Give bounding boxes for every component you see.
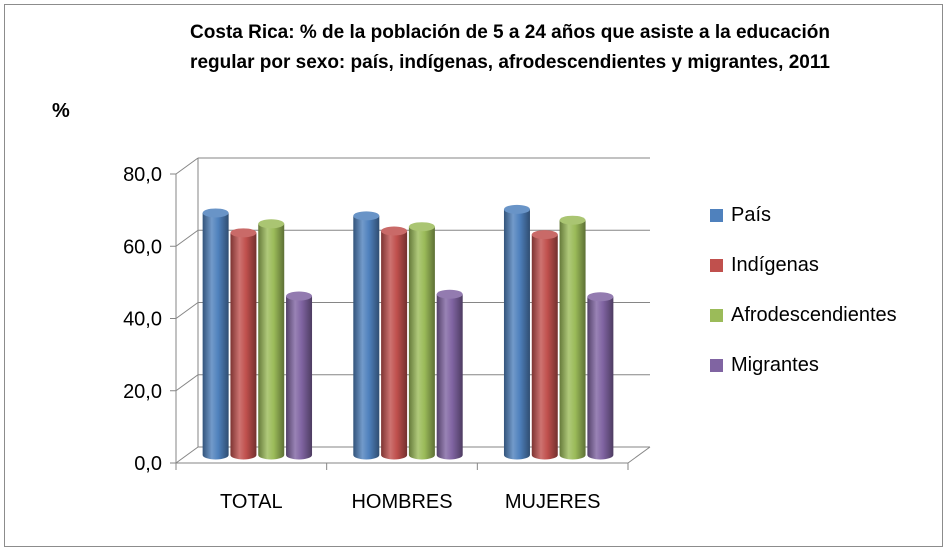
legend-swatch xyxy=(710,308,723,322)
gridline-depth xyxy=(175,229,199,247)
legend: País Indígenas Afrodescendientes Migrantes xyxy=(710,190,897,390)
legend-swatch xyxy=(710,258,723,272)
bar-top xyxy=(202,208,229,218)
y-tick-label: 20,0 xyxy=(123,381,162,403)
bar-top xyxy=(531,230,558,240)
gridline-depth xyxy=(175,302,199,319)
bar xyxy=(286,296,313,460)
bar xyxy=(230,232,257,460)
bar xyxy=(559,220,586,460)
bar-top xyxy=(503,204,530,214)
bar-top xyxy=(381,226,408,236)
bar xyxy=(587,296,614,460)
bar-top xyxy=(230,228,257,238)
y-tick-label: 80,0 xyxy=(123,164,162,186)
bar xyxy=(353,215,380,460)
x-tick-label: MUJERES xyxy=(505,491,601,513)
legend-swatch xyxy=(710,358,723,372)
bar xyxy=(202,212,229,460)
bar-top xyxy=(587,292,614,302)
y-tick-label: 40,0 xyxy=(123,309,162,331)
gridline-depth xyxy=(175,446,199,464)
bar-top xyxy=(408,222,435,232)
legend-swatch xyxy=(710,208,723,222)
legend-label: País xyxy=(731,203,772,226)
bar-top xyxy=(559,215,586,225)
floor-edge xyxy=(627,446,651,464)
y-tick-label: 60,0 xyxy=(123,236,162,258)
bar xyxy=(381,231,408,460)
legend-label: Afrodescendientes xyxy=(731,303,897,326)
bar-top xyxy=(436,289,463,299)
bar-top xyxy=(353,211,380,221)
legend-item: País xyxy=(710,190,897,240)
x-tick-label: HOMBRES xyxy=(351,491,452,513)
bar xyxy=(436,294,463,460)
legend-label: Migrantes xyxy=(731,353,819,376)
bar-top xyxy=(286,291,313,301)
gridline-depth xyxy=(175,374,199,392)
legend-item: Afrodescendientes xyxy=(710,290,897,340)
legend-label: Indígenas xyxy=(731,253,819,276)
chart-title: Costa Rica: % de la población de 5 a 24 … xyxy=(190,22,830,73)
bar xyxy=(258,223,285,460)
bar xyxy=(503,209,530,460)
legend-item: Migrantes xyxy=(710,340,897,390)
gridline-depth xyxy=(175,157,199,175)
y-tick-label: 0,0 xyxy=(134,453,162,475)
x-tick-label: TOTAL xyxy=(220,491,283,513)
bar-top xyxy=(258,219,285,229)
bar xyxy=(408,226,435,460)
y-axis-label: % xyxy=(52,100,70,122)
chart-frame xyxy=(4,4,943,547)
legend-item: Indígenas xyxy=(710,240,897,290)
bar xyxy=(531,234,558,460)
